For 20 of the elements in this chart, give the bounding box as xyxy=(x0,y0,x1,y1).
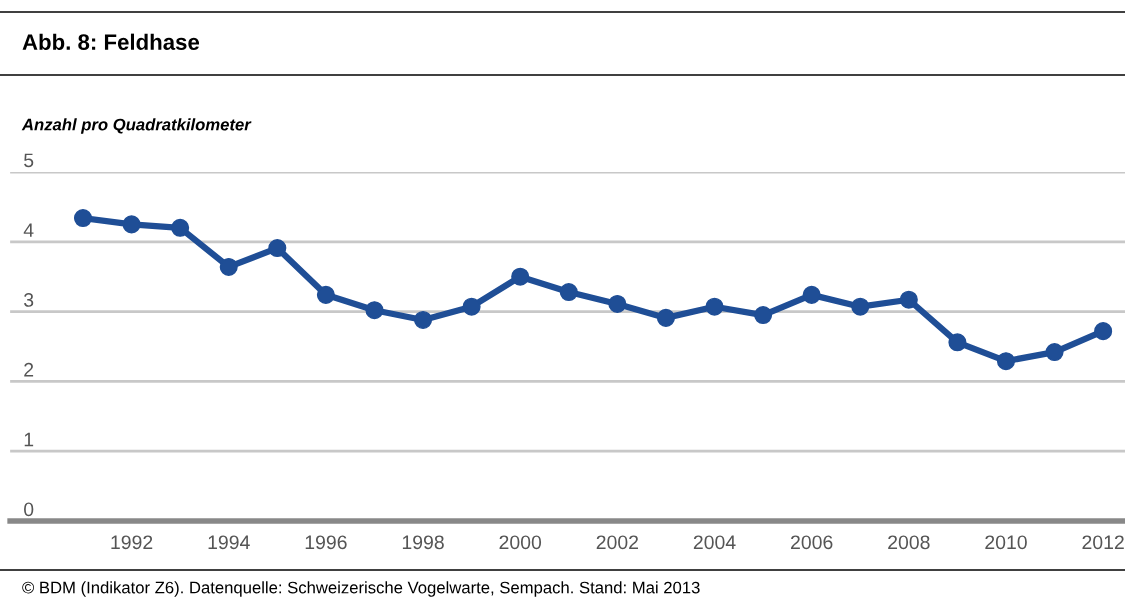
y-tick-label: 3 xyxy=(24,293,34,307)
x-tick-label: 1998 xyxy=(402,535,444,550)
x-tick-label: 2000 xyxy=(499,535,542,550)
x-tick-label: 1992 xyxy=(111,535,153,550)
x-tick-label: 2002 xyxy=(596,535,639,550)
x-tick-label: 1994 xyxy=(208,535,250,550)
y-tick-label: 0 xyxy=(24,502,34,517)
y-tick-label: 4 xyxy=(23,223,34,237)
x-tick-label: 2008 xyxy=(888,535,930,550)
chart-title: Abb. 8: Feldhase xyxy=(22,33,200,50)
y-tick-label: 1 xyxy=(24,432,34,447)
y-tick-label: 2 xyxy=(24,362,34,377)
x-tick-label: 2012 xyxy=(1082,535,1124,550)
x-tick-label: 2010 xyxy=(985,535,1027,550)
x-tick-label: 1996 xyxy=(305,535,347,550)
y-axis-title: Anzahl pro Quadratkilometer xyxy=(21,118,252,134)
text: © BDM (Indikator Z6). Datenquelle: Schweizerische Vogelwarte, Sempach. Stand: Mai 2013 xyxy=(22,581,700,597)
x-tick-label: 2006 xyxy=(791,535,833,550)
x-tick-label: 2004 xyxy=(693,535,736,550)
y-tick-label: 5 xyxy=(24,153,34,168)
